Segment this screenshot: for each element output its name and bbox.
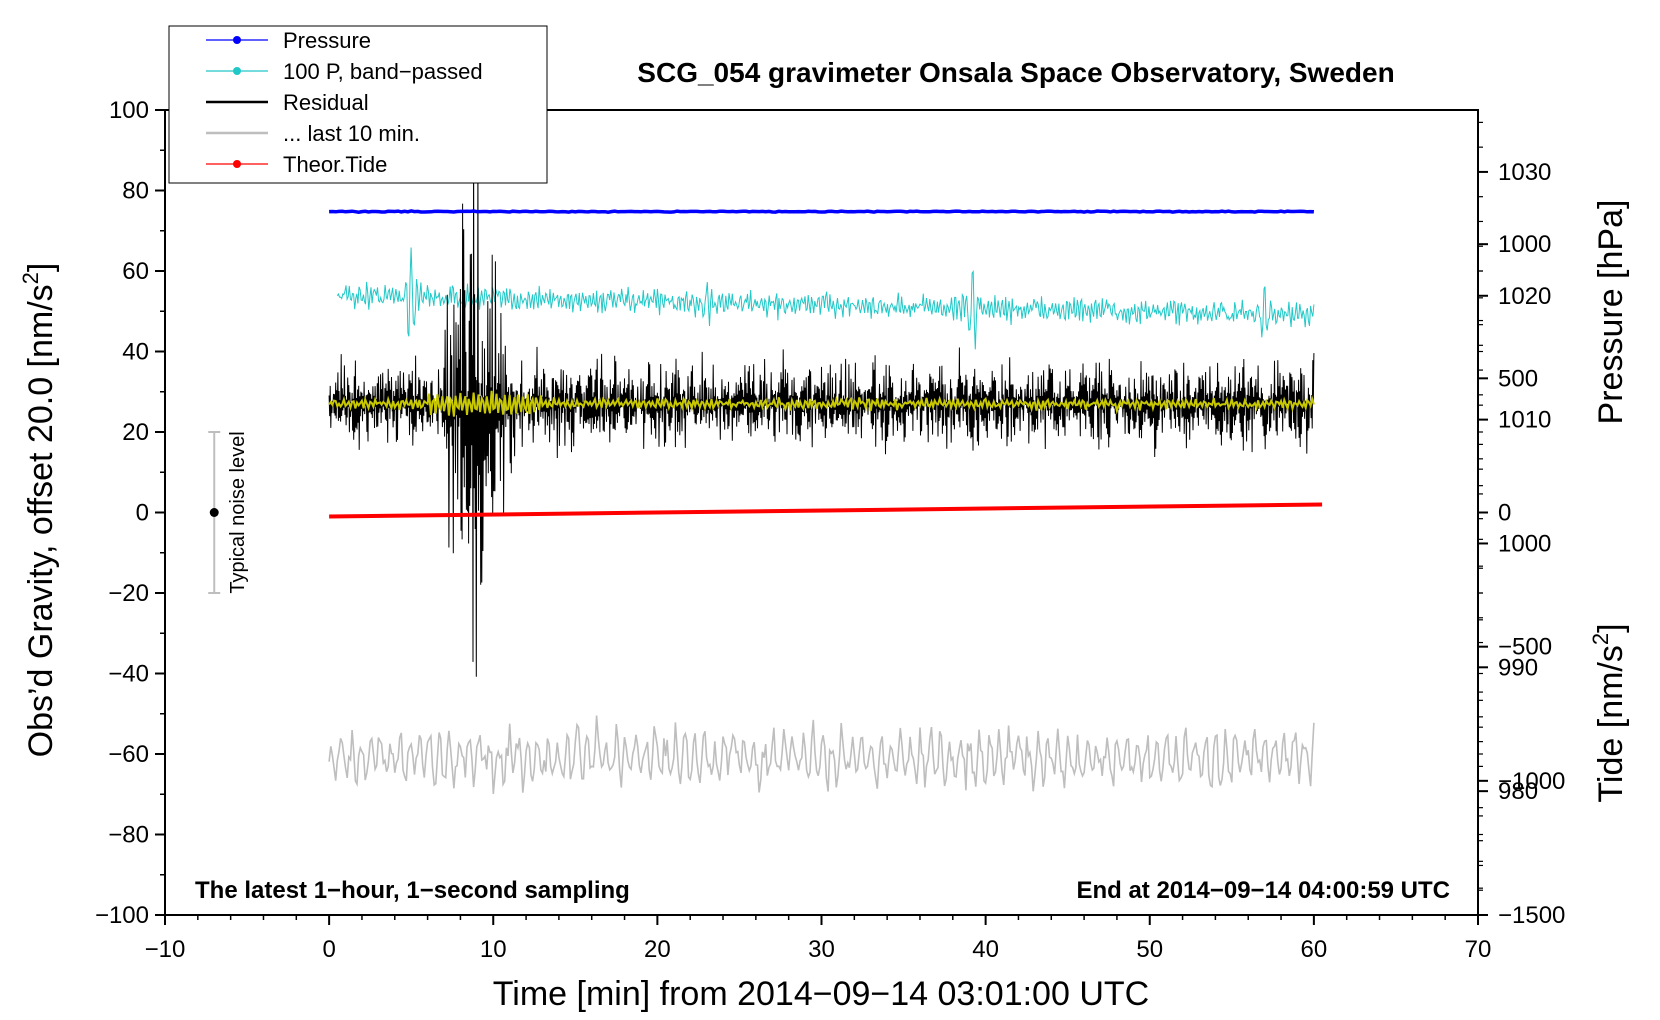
x-tick-label: 20 <box>644 936 671 963</box>
x-tick-label: 10 <box>480 936 507 963</box>
pressure-tick-label: 990 <box>1498 654 1538 681</box>
pressure-tick-label: 1000 <box>1498 530 1551 557</box>
tide-tick-label: 0 <box>1498 500 1511 527</box>
pressure-axis-ticks: 1030 1020 1010 1000 990 980 <box>1478 121 1551 891</box>
series-pressure <box>329 209 1315 214</box>
legend-marker <box>233 67 241 75</box>
x-tick-label: 30 <box>808 936 835 963</box>
legend-label: Theor.Tide <box>283 152 387 177</box>
annotation-latest-hour: The latest 1−hour, 1−second sampling <box>195 877 630 904</box>
pressure-tick-label: 980 <box>1498 778 1538 805</box>
legend-marker <box>233 36 241 44</box>
y-tick-label: −40 <box>108 661 149 688</box>
y-axis-label-tide: Tide [nm/s2] <box>1588 623 1630 802</box>
x-tick-label: −10 <box>145 936 186 963</box>
x-tick-label: 60 <box>1301 936 1328 963</box>
series-layer <box>328 134 1323 794</box>
tide-tick-label: −500 <box>1498 634 1552 661</box>
x-axis-label: Time [min] from 2014−09−14 03:01:00 UTC <box>493 975 1149 1013</box>
annotation-end-time: End at 2014−09−14 04:00:59 UTC <box>1076 877 1450 904</box>
legend-label: Pressure <box>283 28 371 53</box>
y-tick-label: 40 <box>122 339 149 366</box>
x-axis-ticks: −10 0 10 20 30 40 50 60 70 <box>145 915 1492 963</box>
legend-label: ... last 10 min. <box>283 121 420 146</box>
y-tick-label: 100 <box>109 97 149 124</box>
tide-tick-label: 500 <box>1498 365 1538 392</box>
x-tick-label: 50 <box>1136 936 1163 963</box>
tide-axis-ticks: 1000 500 0 −500 −1000 −1500 <box>1478 231 1565 929</box>
y-tick-label: 20 <box>122 419 149 446</box>
y-tick-label: −20 <box>108 580 149 607</box>
y-axis-label-tide-sup: 2 <box>1588 633 1613 645</box>
y-axis-ticks: 100 80 60 40 20 0 −20 −40 −60 −80 −100 <box>95 97 165 929</box>
pressure-tick-label: 1020 <box>1498 283 1551 310</box>
noise-level-label: Typical noise level <box>227 431 249 593</box>
tide-tick-label: −1000 <box>1498 768 1565 795</box>
y-axis-label-left: Obs’d Gravity, offset 20.0 [nm/s2] <box>18 263 60 758</box>
legend: Pressure 100 P, band−passed Residual ... la… <box>168 25 548 184</box>
noise-bar-point <box>209 508 219 517</box>
y-tick-label: 80 <box>122 178 149 205</box>
legend-label: 100 P, band−passed <box>283 59 483 84</box>
series-theor-tide <box>329 502 1323 519</box>
series-last-10-min <box>328 715 1315 794</box>
noise-level-bar <box>208 431 221 594</box>
tide-tick-label: −1500 <box>1498 902 1565 929</box>
legend-marker <box>233 160 241 168</box>
tide-tick-label: 1000 <box>1498 231 1551 258</box>
y-tick-label: −80 <box>108 822 149 849</box>
legend-label: Residual <box>283 90 369 115</box>
y-axis-label-left-sup: 2 <box>18 272 43 284</box>
x-tick-label: 70 <box>1465 936 1492 963</box>
series-residual-smoothed <box>328 390 1315 417</box>
y-tick-label: −100 <box>95 902 149 929</box>
legend-box <box>168 25 548 184</box>
series-bandpassed-pressure <box>336 247 1315 350</box>
y-tick-label: −60 <box>108 741 149 768</box>
pressure-tick-label: 1010 <box>1498 407 1551 434</box>
x-tick-label: 40 <box>972 936 999 963</box>
chart-title: SCG_054 gravimeter Onsala Space Observat… <box>637 57 1394 88</box>
x-tick-label: 0 <box>322 936 335 963</box>
pressure-tick-label: 1030 <box>1498 159 1551 186</box>
y-axis-label-pressure: Pressure [hPa] <box>1592 200 1630 425</box>
y-tick-label: 0 <box>136 500 149 527</box>
y-tick-label: 60 <box>122 258 149 285</box>
